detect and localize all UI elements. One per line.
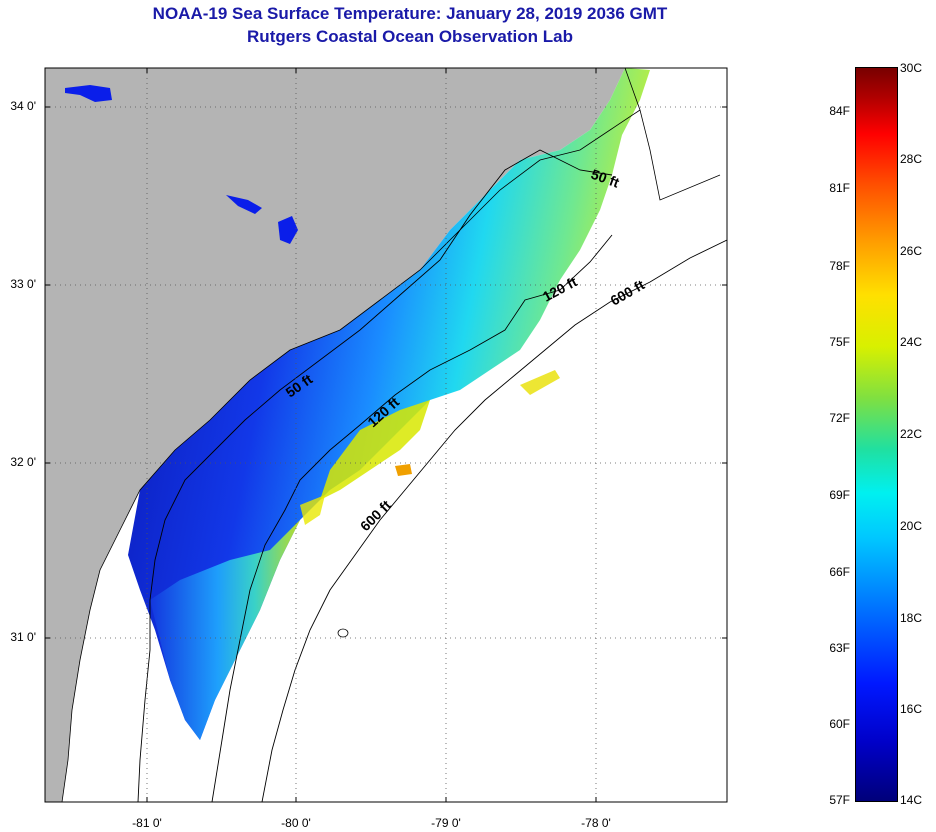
warm-patch-orange [395,464,412,476]
warm-patch-yellow [320,400,430,500]
coastline [61,68,721,802]
colorbar-f-57: 57F [829,793,850,807]
lat-label-31: 31 0' [10,630,36,644]
lat-label-33: 33 0' [10,277,36,291]
map-title: NOAA-19 Sea Surface Temperature: January… [152,4,668,23]
lon-label-80: -80 0' [281,816,311,830]
colorbar-c-30: 30C [900,61,923,75]
colorbar-c-14: 14C [900,793,923,807]
isobath-120ft [211,234,613,802]
colorbar-c-18: 18C [900,611,923,625]
lat-label-32: 32 0' [10,455,36,469]
colorbar-f-69: 69F [829,488,850,502]
colorbar-f-63: 63F [829,641,850,655]
colorbar-c-16: 16C [900,702,923,716]
inland-lake-marion [278,216,298,244]
colorbar-f-78: 78F [829,259,850,273]
shoal-contour [337,628,349,638]
inland-lake-moultrie [226,195,262,214]
lon-label-81: -81 0' [132,816,162,830]
colorbar-c-24: 24C [900,335,923,349]
colorbar-f-84: 84F [829,104,850,118]
lon-label-78: -78 0' [581,816,611,830]
axis-ticks [45,68,727,802]
map-frame [44,67,728,803]
isobath-50ft [137,149,613,802]
lat-lon-grid [45,68,727,802]
temperature-colorbar [855,67,898,802]
isobath-600ft [261,239,727,802]
lat-label-34: 34 0' [10,99,36,113]
map-subtitle: Rutgers Coastal Ocean Observation Lab [247,27,573,46]
colorbar-f-60: 60F [829,717,850,731]
colorbar-f-66: 66F [829,565,850,579]
colorbar-c-22: 22C [900,427,923,441]
colorbar-f-75: 75F [829,335,850,349]
warm-patch-south [300,495,325,525]
lon-label-79: -79 0' [431,816,461,830]
land-mass [45,68,625,802]
colorbar-c-28: 28C [900,152,923,166]
colorbar-f-81: 81F [829,181,850,195]
colorbar-f-72: 72F [829,411,850,425]
colorbar-c-26: 26C [900,244,923,258]
colorbar-c-20: 20C [900,519,923,533]
sst-swath-south [150,520,300,740]
warm-patch-east [520,370,560,395]
inland-lake-north [65,85,112,102]
